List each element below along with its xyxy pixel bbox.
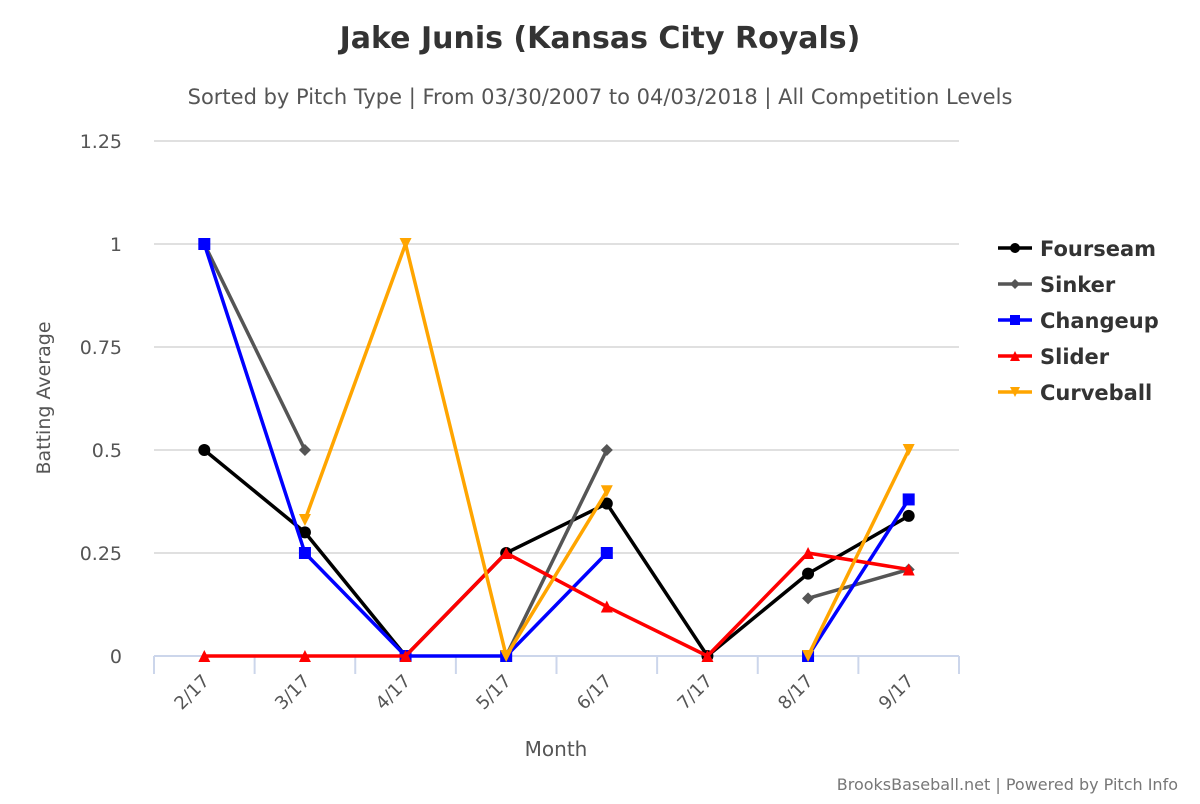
legend-item-fourseam[interactable]: Fourseam [998,237,1156,261]
y-axis-ticks: 0 0.25 0.5 0.75 1 1.25 [80,131,122,668]
x-tick-label: 9/17 [875,671,918,714]
legend: Fourseam Sinker Changeup Slider Curveball [998,237,1159,405]
marker-diamond [600,444,613,456]
marker-triangle [701,650,714,662]
chart-subtitle: Sorted by Pitch Type | From 03/30/2007 t… [188,85,1013,110]
marker-square [198,238,211,250]
series-line [504,449,609,657]
marker-triangle [802,547,815,559]
legend-label: Changeup [1040,309,1159,333]
legend-label: Sinker [1040,273,1116,297]
series-line [807,567,910,601]
marker-diamond [1010,279,1020,289]
legend-label: Slider [1040,345,1110,369]
series-line [303,242,609,658]
y-tick-label: 1.25 [80,131,122,153]
marker-square [600,547,613,559]
x-axis-label: Month [525,737,588,761]
marker-triangle [600,600,613,613]
y-tick-label: 0.25 [80,543,122,565]
y-tick-label: 0.5 [92,440,122,462]
marker-square [298,547,311,559]
marker-diamond [298,444,311,456]
marker-circle [600,497,613,510]
legend-label: Curveball [1040,381,1152,405]
marker-circle [298,526,311,539]
credits[interactable]: BrooksBaseball.net | Powered by Pitch In… [837,775,1178,794]
x-tick-label: 8/17 [774,671,817,714]
marker-triangle [399,650,412,662]
marker-triangle [902,563,915,576]
series-slider [198,547,915,662]
series-line [203,448,910,658]
y-tick-label: 1 [110,234,122,256]
x-tick-label: 7/17 [674,671,717,714]
marker-square [902,493,915,506]
marker-triangle-down [802,650,815,662]
grid [154,140,959,554]
legend-item-sinker[interactable]: Sinker [998,273,1116,297]
marker-diamond [802,592,815,605]
series-line [806,498,911,657]
series-line [204,551,909,658]
marker-triangle-down [1010,387,1020,397]
legend-item-slider[interactable]: Slider [998,345,1110,369]
marker-triangle [500,547,513,559]
marker-circle [802,567,815,580]
marker-circle [198,444,211,456]
marker-circle [902,509,915,522]
chart-title: Jake Junis (Kansas City Royals) [338,21,861,56]
x-tick-label: 3/17 [271,671,314,714]
series-group [198,238,915,662]
x-tick-label: 2/17 [170,671,213,714]
y-tick-label: 0 [110,646,122,668]
x-tick-label: 6/17 [573,671,616,714]
legend-item-curveball[interactable]: Curveball [998,381,1152,405]
marker-triangle-down [399,238,412,250]
x-axis: 2/17 3/17 4/17 5/17 6/17 7/17 8/17 9/17 [153,655,960,714]
marker-square [1010,315,1020,325]
x-tick-label: 5/17 [472,671,515,714]
series-curveball [298,238,915,662]
series-line [806,449,911,657]
marker-circle [1010,243,1020,253]
marker-triangle [1010,351,1020,361]
marker-triangle-down [902,444,915,456]
x-tick-label: 4/17 [372,671,415,714]
marker-triangle-down [600,485,613,498]
marker-triangle-down [298,514,311,527]
series-line [202,243,307,451]
y-tick-label: 0.75 [80,337,122,359]
marker-triangle [298,650,311,662]
marker-triangle [198,650,211,662]
legend-item-changeup[interactable]: Changeup [998,309,1159,333]
y-axis-label: Batting Average [33,321,55,474]
legend-label: Fourseam [1040,237,1156,261]
marker-triangle-down [500,650,513,662]
